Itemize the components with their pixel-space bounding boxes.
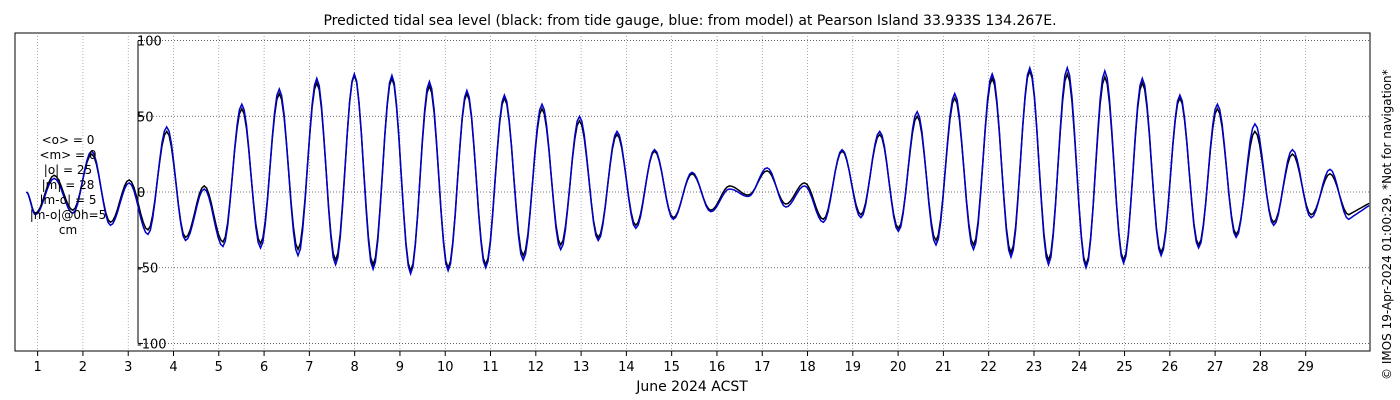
plot-frame <box>14 32 1371 352</box>
y-tick-label: 50 <box>137 110 154 125</box>
x-tick-label: 13 <box>573 360 590 375</box>
x-tick-label: 5 <box>215 360 223 375</box>
x-tick-label: 15 <box>663 360 680 375</box>
y-tick-label: 0 <box>137 186 145 201</box>
stat-mean-model: <m> = 0 <box>39 148 97 162</box>
x-tick-label: 20 <box>890 360 907 375</box>
x-tick-label: 24 <box>1071 360 1088 375</box>
chart-title: Predicted tidal sea level (black: from t… <box>323 13 1056 29</box>
x-tick-label: 7 <box>305 360 313 375</box>
y-tick-label: -100 <box>137 337 167 352</box>
x-tick-label: 26 <box>1162 360 1179 375</box>
y-tick-label: 100 <box>137 35 162 50</box>
series-model <box>25 65 1370 277</box>
x-tick-label: 12 <box>528 360 545 375</box>
x-tick-label: 16 <box>709 360 726 375</box>
x-tick-label: 28 <box>1252 360 1269 375</box>
series-tide-gauge <box>25 68 1370 274</box>
stat-mean-observed: <o> = 0 <box>41 133 95 147</box>
x-tick-label: 18 <box>799 360 816 375</box>
x-axis-label: June 2024 ACST <box>635 379 748 395</box>
stat-abs-observed: |o| = 25 <box>43 163 93 177</box>
x-axis: 1 2 3 4 5 6 7 8 9 10 11 12 13 14 15 16 17 18 19 20 21 22 23 24 2… <box>15 350 1370 375</box>
x-tick-label: 4 <box>169 360 177 375</box>
stat-abs-diff-0h: |m-o|@0h=5 <box>29 208 107 222</box>
x-tick-label: 14 <box>618 360 635 375</box>
x-tick-label: 11 <box>482 360 499 375</box>
x-tick-label: 8 <box>351 360 359 375</box>
x-tick-label: 17 <box>754 360 771 375</box>
stat-abs-model: |m| = 28 <box>41 178 95 192</box>
x-tick-label: 6 <box>260 360 268 375</box>
x-tick-label: 27 <box>1207 360 1224 375</box>
x-tick-label: 21 <box>935 360 952 375</box>
x-tick-label: 9 <box>396 360 404 375</box>
stat-abs-diff: |m-o| = 5 <box>39 193 97 207</box>
x-tick-label: 22 <box>980 360 997 375</box>
x-tick-label: 2 <box>79 360 87 375</box>
x-tick-label: 25 <box>1116 360 1133 375</box>
x-tick-label: 10 <box>437 360 454 375</box>
y-tick-label: -50 <box>137 262 158 277</box>
x-tick-label: 19 <box>845 360 862 375</box>
copyright-note: © IMOS 19-Apr-2024 01:00:29. *Not for na… <box>1380 69 1394 380</box>
x-tick-label: 1 <box>34 360 42 375</box>
x-tick-label: 29 <box>1297 360 1314 375</box>
x-tick-label: 3 <box>124 360 132 375</box>
y-axis: -100 -50 0 50 100 <box>137 35 167 353</box>
stat-unit: cm <box>58 223 78 237</box>
x-tick-label: 23 <box>1026 360 1043 375</box>
stats-panel: <o> = 0 <m> = 0 |o| = 25 |m| = 28 |m-o| … <box>18 133 118 238</box>
